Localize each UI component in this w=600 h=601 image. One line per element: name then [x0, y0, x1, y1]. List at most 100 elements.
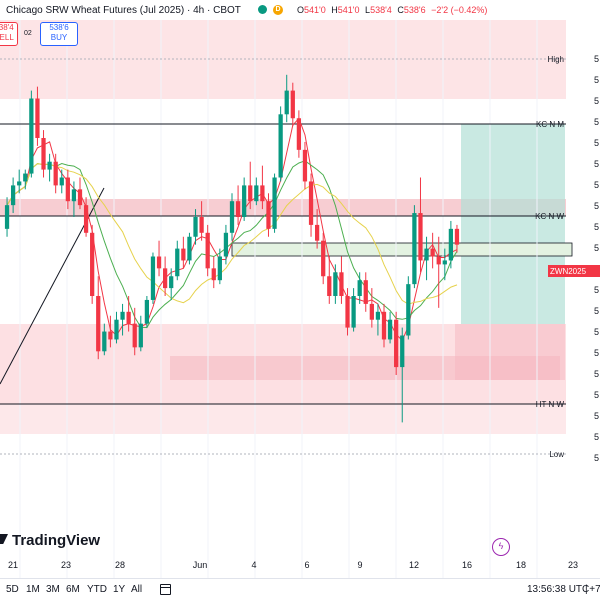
resistance-zone-top [0, 20, 566, 99]
candle-body [187, 236, 192, 261]
candle-body [327, 276, 332, 296]
candle-body [162, 268, 168, 289]
candle-body [23, 173, 28, 182]
delayed-data-icon[interactable]: D [273, 5, 283, 15]
tradingview-logo-icon [0, 534, 8, 544]
candle-body [339, 272, 344, 296]
ohlc-readout: O541'0 H541'0 L538'4 C538'6 −2'2 (−0.42%… [297, 5, 488, 15]
candle-body [260, 185, 265, 202]
lightning-icon[interactable]: ϟ [492, 538, 510, 556]
target-zone [461, 124, 565, 324]
candle-body [132, 323, 137, 348]
moving-average-line [6, 163, 458, 305]
candle-body [448, 228, 454, 261]
candle-body [424, 248, 429, 261]
candle-body [266, 201, 271, 229]
candle-body [53, 161, 58, 186]
price-axis-label: 5 [594, 327, 599, 337]
price-axis-label: 5 [594, 138, 599, 148]
candle-body [418, 213, 423, 261]
candle-body [4, 205, 10, 229]
candle-body [205, 232, 210, 269]
price-axis-label: 5 [594, 96, 599, 106]
candle-body [412, 213, 417, 285]
range-3m-button[interactable]: 3M [46, 584, 60, 595]
range-1m-button[interactable]: 1M [26, 584, 40, 595]
candle-body [138, 323, 143, 348]
time-axis-label: 23 [568, 560, 578, 570]
candle-body [248, 185, 253, 202]
range-5d-button[interactable]: 5D [6, 584, 19, 595]
candle-body [400, 335, 405, 368]
candle-body [114, 319, 119, 340]
candle-body [387, 319, 393, 340]
clock-readout: 13:56:38 UTC+7 [527, 584, 600, 595]
candle-body [406, 284, 411, 336]
price-axis-label: 5 [594, 369, 599, 379]
candle-body [308, 181, 314, 225]
candle-body [345, 296, 350, 328]
candle-body [211, 268, 216, 281]
time-axis-label: 23 [61, 560, 71, 570]
sell-button[interactable]: 538'4SELL [0, 22, 18, 46]
price-axis-label: 5 [594, 285, 599, 295]
price-level-label: Low [549, 450, 564, 459]
candle-body [363, 280, 368, 304]
time-axis-label: 9 [357, 560, 362, 570]
calendar-icon[interactable] [160, 584, 171, 595]
range-1y-button[interactable]: 1Y [113, 584, 126, 595]
price-axis-label: 5 [594, 306, 599, 316]
candle-body [314, 224, 320, 241]
symbol-tag: ZWN2025 [550, 267, 587, 276]
candle-body [144, 299, 150, 324]
price-axis-label: 5 [594, 432, 599, 442]
candle-body [290, 90, 295, 119]
support-zone-lower [0, 404, 566, 434]
price-axis-label: 5 [594, 390, 599, 400]
candle-body [454, 228, 460, 245]
price-axis-label: 5 [594, 117, 599, 127]
candle-body [357, 280, 362, 296]
time-axis-label: Jun [193, 560, 208, 570]
candle-body [175, 248, 180, 277]
candle-body [272, 177, 277, 229]
buy-button[interactable]: 538'6 BUY [40, 22, 78, 46]
time-axis-label: 28 [115, 560, 125, 570]
chart-header: Chicago SRW Wheat Futures (Jul 2025) · 4… [0, 0, 600, 20]
candle-body [181, 248, 186, 261]
candle-body [442, 260, 447, 265]
candle-body [223, 232, 229, 257]
candle-body [242, 185, 247, 217]
toolbar-separator: | [585, 584, 588, 595]
candle-body [77, 189, 83, 206]
candle-body [59, 177, 64, 186]
candle-body [169, 276, 174, 289]
range-all-button[interactable]: All [131, 584, 143, 595]
price-axis-label: 5 [594, 453, 599, 463]
candle-body [333, 272, 338, 296]
candle-body [108, 331, 113, 340]
stop-zone [455, 324, 565, 380]
candle-body [430, 248, 435, 257]
chart-title: Chicago SRW Wheat Futures (Jul 2025) · 4… [6, 5, 241, 16]
candle-body [41, 138, 46, 170]
candle-body [351, 296, 356, 328]
candle-body [96, 296, 101, 352]
candle-body [394, 319, 399, 368]
price-level-label: High [548, 55, 564, 64]
candle-body [229, 201, 235, 233]
candle-body [193, 217, 198, 237]
price-level-label: HT N W [536, 400, 565, 409]
range-6m-button[interactable]: 6M [66, 584, 80, 595]
candle-body [47, 161, 52, 170]
price-level-label: KC N W [535, 212, 564, 221]
candle-body [120, 311, 125, 320]
candle-body [302, 149, 308, 182]
price-axis-label: 5 [594, 222, 599, 232]
time-axis-label: 6 [304, 560, 309, 570]
range-ytd-button[interactable]: YTD [87, 584, 107, 595]
time-axis-label: 16 [462, 560, 472, 570]
candle-body [369, 303, 374, 320]
time-axis-label: 4 [251, 560, 256, 570]
